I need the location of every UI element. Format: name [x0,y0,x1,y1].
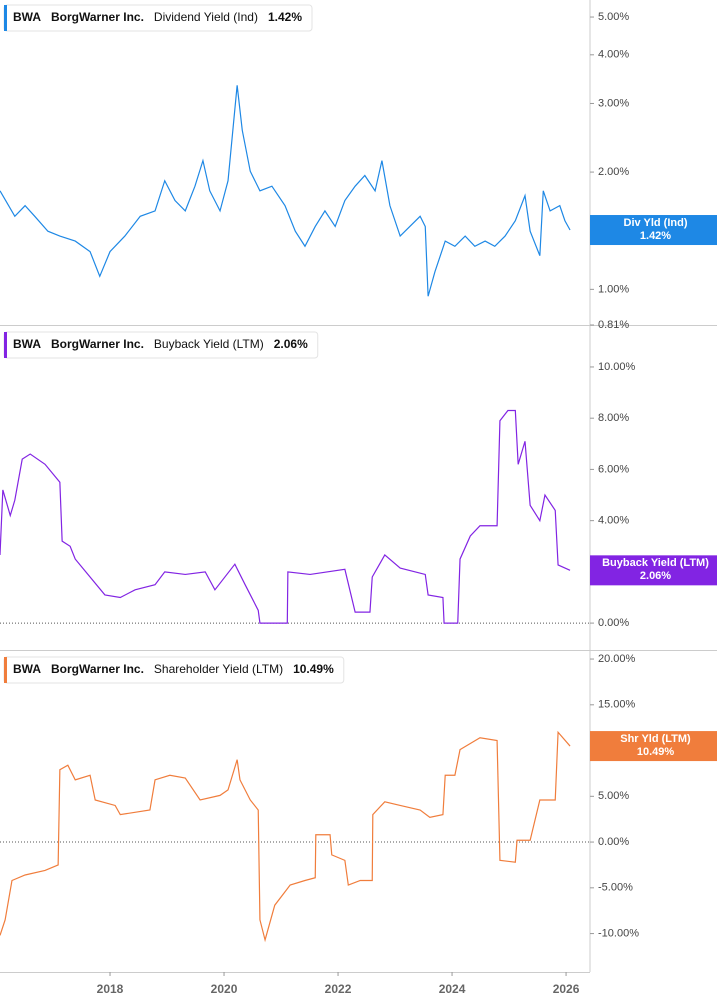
y-tick-label: 10.00% [598,361,636,373]
y-tick-label: -5.00% [598,882,633,894]
flag-value: 1.42% [640,230,671,242]
current-value: 2.06% [274,337,308,351]
flag-label: Buyback Yield (LTM) [602,557,709,569]
y-tick-label: 0.81% [598,319,629,331]
y-tick-label: 0.00% [598,836,629,848]
header-marker [4,332,7,358]
x-tick-label: 2018 [97,982,124,996]
y-tick-label: -10.00% [598,927,639,939]
y-tick-label: 0.00% [598,617,629,629]
header: BWA BorgWarner Inc. Dividend Yield (Ind) 1.… [3,4,313,32]
company: BorgWarner Inc. [51,662,144,676]
ticker: BWA [13,337,41,351]
y-tick-label: 6.00% [598,463,629,475]
y-tick-label: 8.00% [598,412,629,424]
value-flag [590,555,717,586]
y-tick-label: 5.00% [598,11,629,23]
series-name: Buyback Yield (LTM) [154,337,264,351]
header-marker [4,5,7,31]
value-flag [590,731,717,762]
ticker: BWA [13,10,41,24]
series-name: Shareholder Yield (LTM) [154,662,283,676]
y-tick-label: 4.00% [598,49,629,61]
y-tick-label: 20.00% [598,653,636,665]
flag-value: 10.49% [637,746,675,758]
y-tick-label: 3.00% [598,97,629,109]
current-value: 1.42% [268,10,302,24]
series-line [0,730,571,943]
y-tick-label: 15.00% [598,699,636,711]
flag-value: 2.06% [640,570,671,582]
y-tick-label: 1.00% [598,283,629,295]
company: BorgWarner Inc. [51,337,144,351]
series-line [0,409,571,624]
ticker: BWA [13,662,41,676]
series-name: Dividend Yield (Ind) [154,10,258,24]
flag-label: Div Yld (Ind) [624,217,688,229]
company: BorgWarner Inc. [51,10,144,24]
header: BWA BorgWarner Inc. Buyback Yield (LTM) 2.0… [3,331,319,359]
series-line [0,85,571,297]
flag-label: Shr Yld (LTM) [620,733,691,745]
header: BWA BorgWarner Inc. Shareholder Yield (LTM… [3,656,345,684]
x-tick-label: 2022 [325,982,352,996]
y-tick-label: 5.00% [598,790,629,802]
current-value: 10.49% [293,662,334,676]
x-tick-label: 2020 [211,982,238,996]
y-tick-label: 2.00% [598,166,629,178]
y-tick-label: 4.00% [598,515,629,527]
x-tick-label: 2024 [439,982,466,996]
value-flag [590,215,717,246]
header-marker [4,657,7,683]
x-tick-label: 2026 [553,982,580,996]
